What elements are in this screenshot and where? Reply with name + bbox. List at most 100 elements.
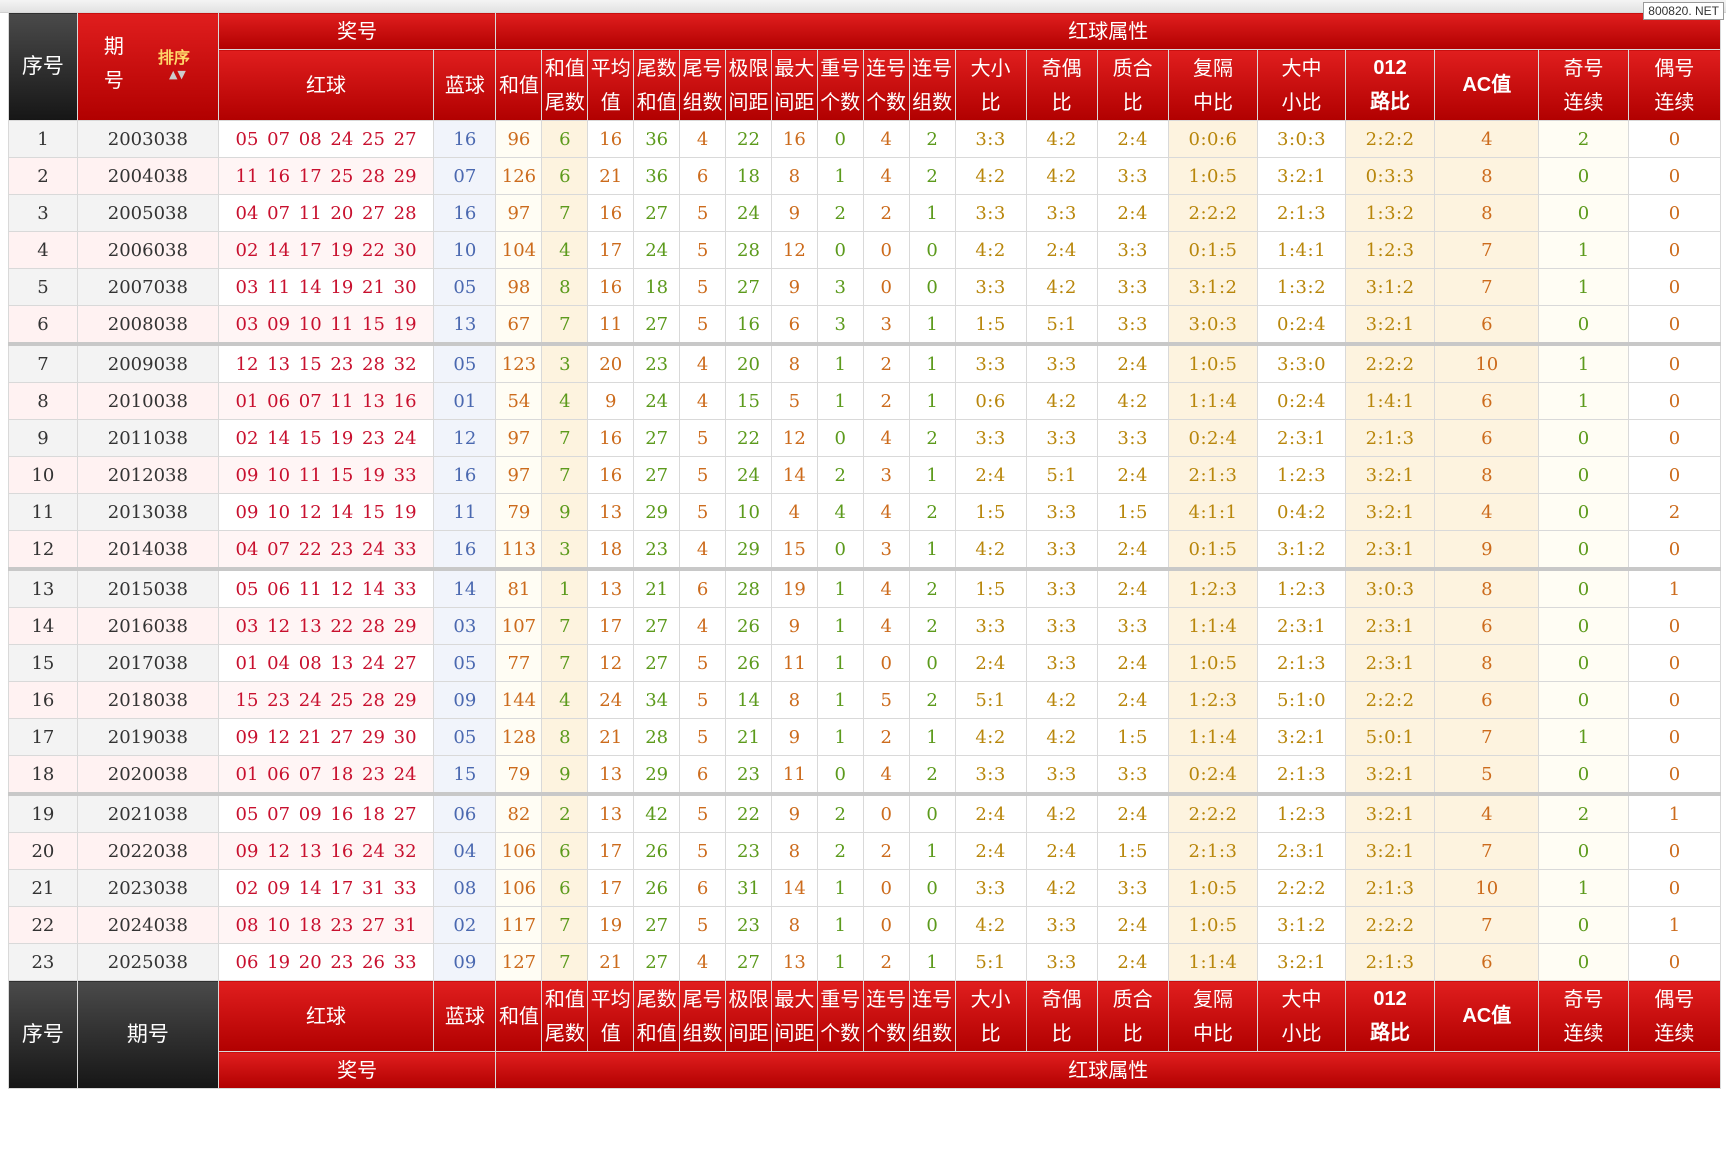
row-attr-7: 0 <box>816 120 864 158</box>
row-attr-3: 36 <box>633 120 681 158</box>
row-attr-16: 5 <box>1434 755 1540 795</box>
row-attr-12: 3:3 <box>1096 755 1169 795</box>
row-issue: 2006038 <box>76 231 219 269</box>
table-row: 3 2005038 04 07 11 20 27 28 16 97 7 16 27 5 24 9 2 2… <box>8 194 1722 232</box>
row-attr-3: 27 <box>633 194 681 232</box>
row-attr-17: 1 <box>1538 268 1629 306</box>
row-attr-1: 6 <box>541 869 589 907</box>
row-attr-15: 1:4:1 <box>1344 382 1436 420</box>
row-attr-18: 0 <box>1627 681 1722 719</box>
row-attr-3: 23 <box>633 530 681 570</box>
row-attr-11: 3:3 <box>1025 644 1098 682</box>
row-attr-0: 77 <box>495 644 543 682</box>
row-attr-14: 3:2:1 <box>1257 943 1346 981</box>
sort-label[interactable]: 排序 <box>157 48 190 67</box>
row-attr-13: 3:1:2 <box>1167 268 1259 306</box>
footer-col-7: 重号 个数 <box>816 980 864 1052</box>
header-col-10-line2: 比 <box>980 90 1001 114</box>
row-attr-0: 79 <box>495 493 543 531</box>
row-attr-16: 4 <box>1434 792 1540 833</box>
row-attr-16: 8 <box>1434 644 1540 682</box>
row-attr-10: 4:2 <box>954 530 1027 570</box>
row-blue-ball: 05 <box>433 268 497 306</box>
row-issue: 2005038 <box>76 194 219 232</box>
row-seq: 11 <box>8 493 78 531</box>
row-attr-15: 3:1:2 <box>1344 268 1436 306</box>
footer-col-15-line1: 012 <box>1373 988 1407 1010</box>
row-attr-2: 11 <box>587 305 635 345</box>
row-attr-15: 2:2:2 <box>1344 342 1436 383</box>
row-attr-1: 6 <box>541 120 589 158</box>
row-attr-5: 28 <box>725 231 772 269</box>
row-attr-12: 3:3 <box>1096 268 1169 306</box>
row-attr-0: 97 <box>495 456 543 494</box>
row-attr-8: 4 <box>862 157 910 195</box>
row-attr-14: 3:2:1 <box>1257 718 1346 756</box>
footer-col-4-line2: 组数 <box>682 1021 723 1045</box>
row-attr-3: 24 <box>633 231 681 269</box>
row-blue-ball: 09 <box>433 943 497 981</box>
row-attr-2: 13 <box>587 755 635 795</box>
row-attr-17: 0 <box>1538 157 1629 195</box>
row-attr-10: 3:3 <box>954 120 1027 158</box>
table-row: 18 2020038 01 06 07 18 23 24 15 79 9 13 29 6 23 11… <box>8 755 1722 795</box>
row-attr-3: 24 <box>633 382 681 420</box>
row-issue: 2014038 <box>76 530 219 570</box>
row-attr-18: 1 <box>1627 567 1722 608</box>
row-attr-6: 4 <box>770 493 818 531</box>
row-red-balls: 01 06 07 11 13 16 <box>217 382 435 420</box>
row-attr-3: 36 <box>633 157 681 195</box>
row-attr-5: 27 <box>725 268 772 306</box>
row-attr-9: 1 <box>908 305 956 345</box>
row-attr-7: 1 <box>816 342 864 383</box>
row-attr-9: 2 <box>908 493 956 531</box>
row-seq: 9 <box>8 419 78 457</box>
row-attr-4: 5 <box>679 832 727 870</box>
row-blue-ball: 05 <box>433 644 497 682</box>
row-attr-5: 14 <box>725 681 772 719</box>
row-attr-12: 3:3 <box>1096 231 1169 269</box>
row-attr-0: 97 <box>495 419 543 457</box>
row-attr-5: 31 <box>725 869 772 907</box>
row-attr-11: 3:3 <box>1025 567 1098 608</box>
header-col-15-line1: 012 <box>1373 57 1407 79</box>
row-attr-7: 2 <box>816 456 864 494</box>
row-red-balls: 01 06 07 18 23 24 <box>217 755 435 795</box>
row-attr-18: 0 <box>1627 382 1722 420</box>
row-seq: 2 <box>8 157 78 195</box>
row-attr-13: 1:0:5 <box>1167 869 1259 907</box>
row-attr-7: 1 <box>816 681 864 719</box>
row-attr-13: 1:1:4 <box>1167 382 1259 420</box>
row-attr-13: 3:0:3 <box>1167 305 1259 345</box>
row-attr-15: 2:2:2 <box>1344 681 1436 719</box>
row-attr-8: 2 <box>862 342 910 383</box>
footer-col-17-line1: 奇号 <box>1563 987 1604 1011</box>
footer-col-15: 012 路比 <box>1344 980 1436 1052</box>
header-col-12-line1: 质合 <box>1112 56 1153 80</box>
row-attr-4: 6 <box>679 567 727 608</box>
row-red-balls: 03 11 14 19 21 30 <box>217 268 435 306</box>
row-red-balls: 02 09 14 17 31 33 <box>217 869 435 907</box>
row-attr-0: 126 <box>495 157 543 195</box>
row-attr-13: 1:0:5 <box>1167 644 1259 682</box>
table-row: 19 2021038 05 07 09 16 18 27 06 82 2 13 42 5 22 9 2… <box>8 792 1722 833</box>
row-attr-2: 17 <box>587 607 635 645</box>
row-attr-7: 4 <box>816 493 864 531</box>
footer-col-5-line1: 极限 <box>728 987 769 1011</box>
row-attr-16: 9 <box>1434 530 1540 570</box>
header-attr-group: 红球属性 <box>495 12 1721 50</box>
footer-col-2: 平均值 <box>587 980 635 1052</box>
row-attr-11: 2:4 <box>1025 231 1098 269</box>
row-blue-ball: 15 <box>433 755 497 795</box>
row-attr-13: 1:2:3 <box>1167 567 1259 608</box>
row-attr-10: 4:2 <box>954 231 1027 269</box>
footer-col-12-line1: 质合 <box>1112 987 1153 1011</box>
header-issue-sort[interactable]: 期 号 排序 ▲▼ <box>76 12 219 121</box>
row-attr-2: 13 <box>587 493 635 531</box>
row-red-balls: 03 09 10 11 15 19 <box>217 305 435 345</box>
sort-arrows-icon[interactable]: ▲▼ <box>168 68 186 81</box>
row-issue: 2023038 <box>76 869 219 907</box>
row-attr-4: 5 <box>679 644 727 682</box>
header-col-4: 尾号 组数 <box>679 49 727 121</box>
row-issue: 2013038 <box>76 493 219 531</box>
